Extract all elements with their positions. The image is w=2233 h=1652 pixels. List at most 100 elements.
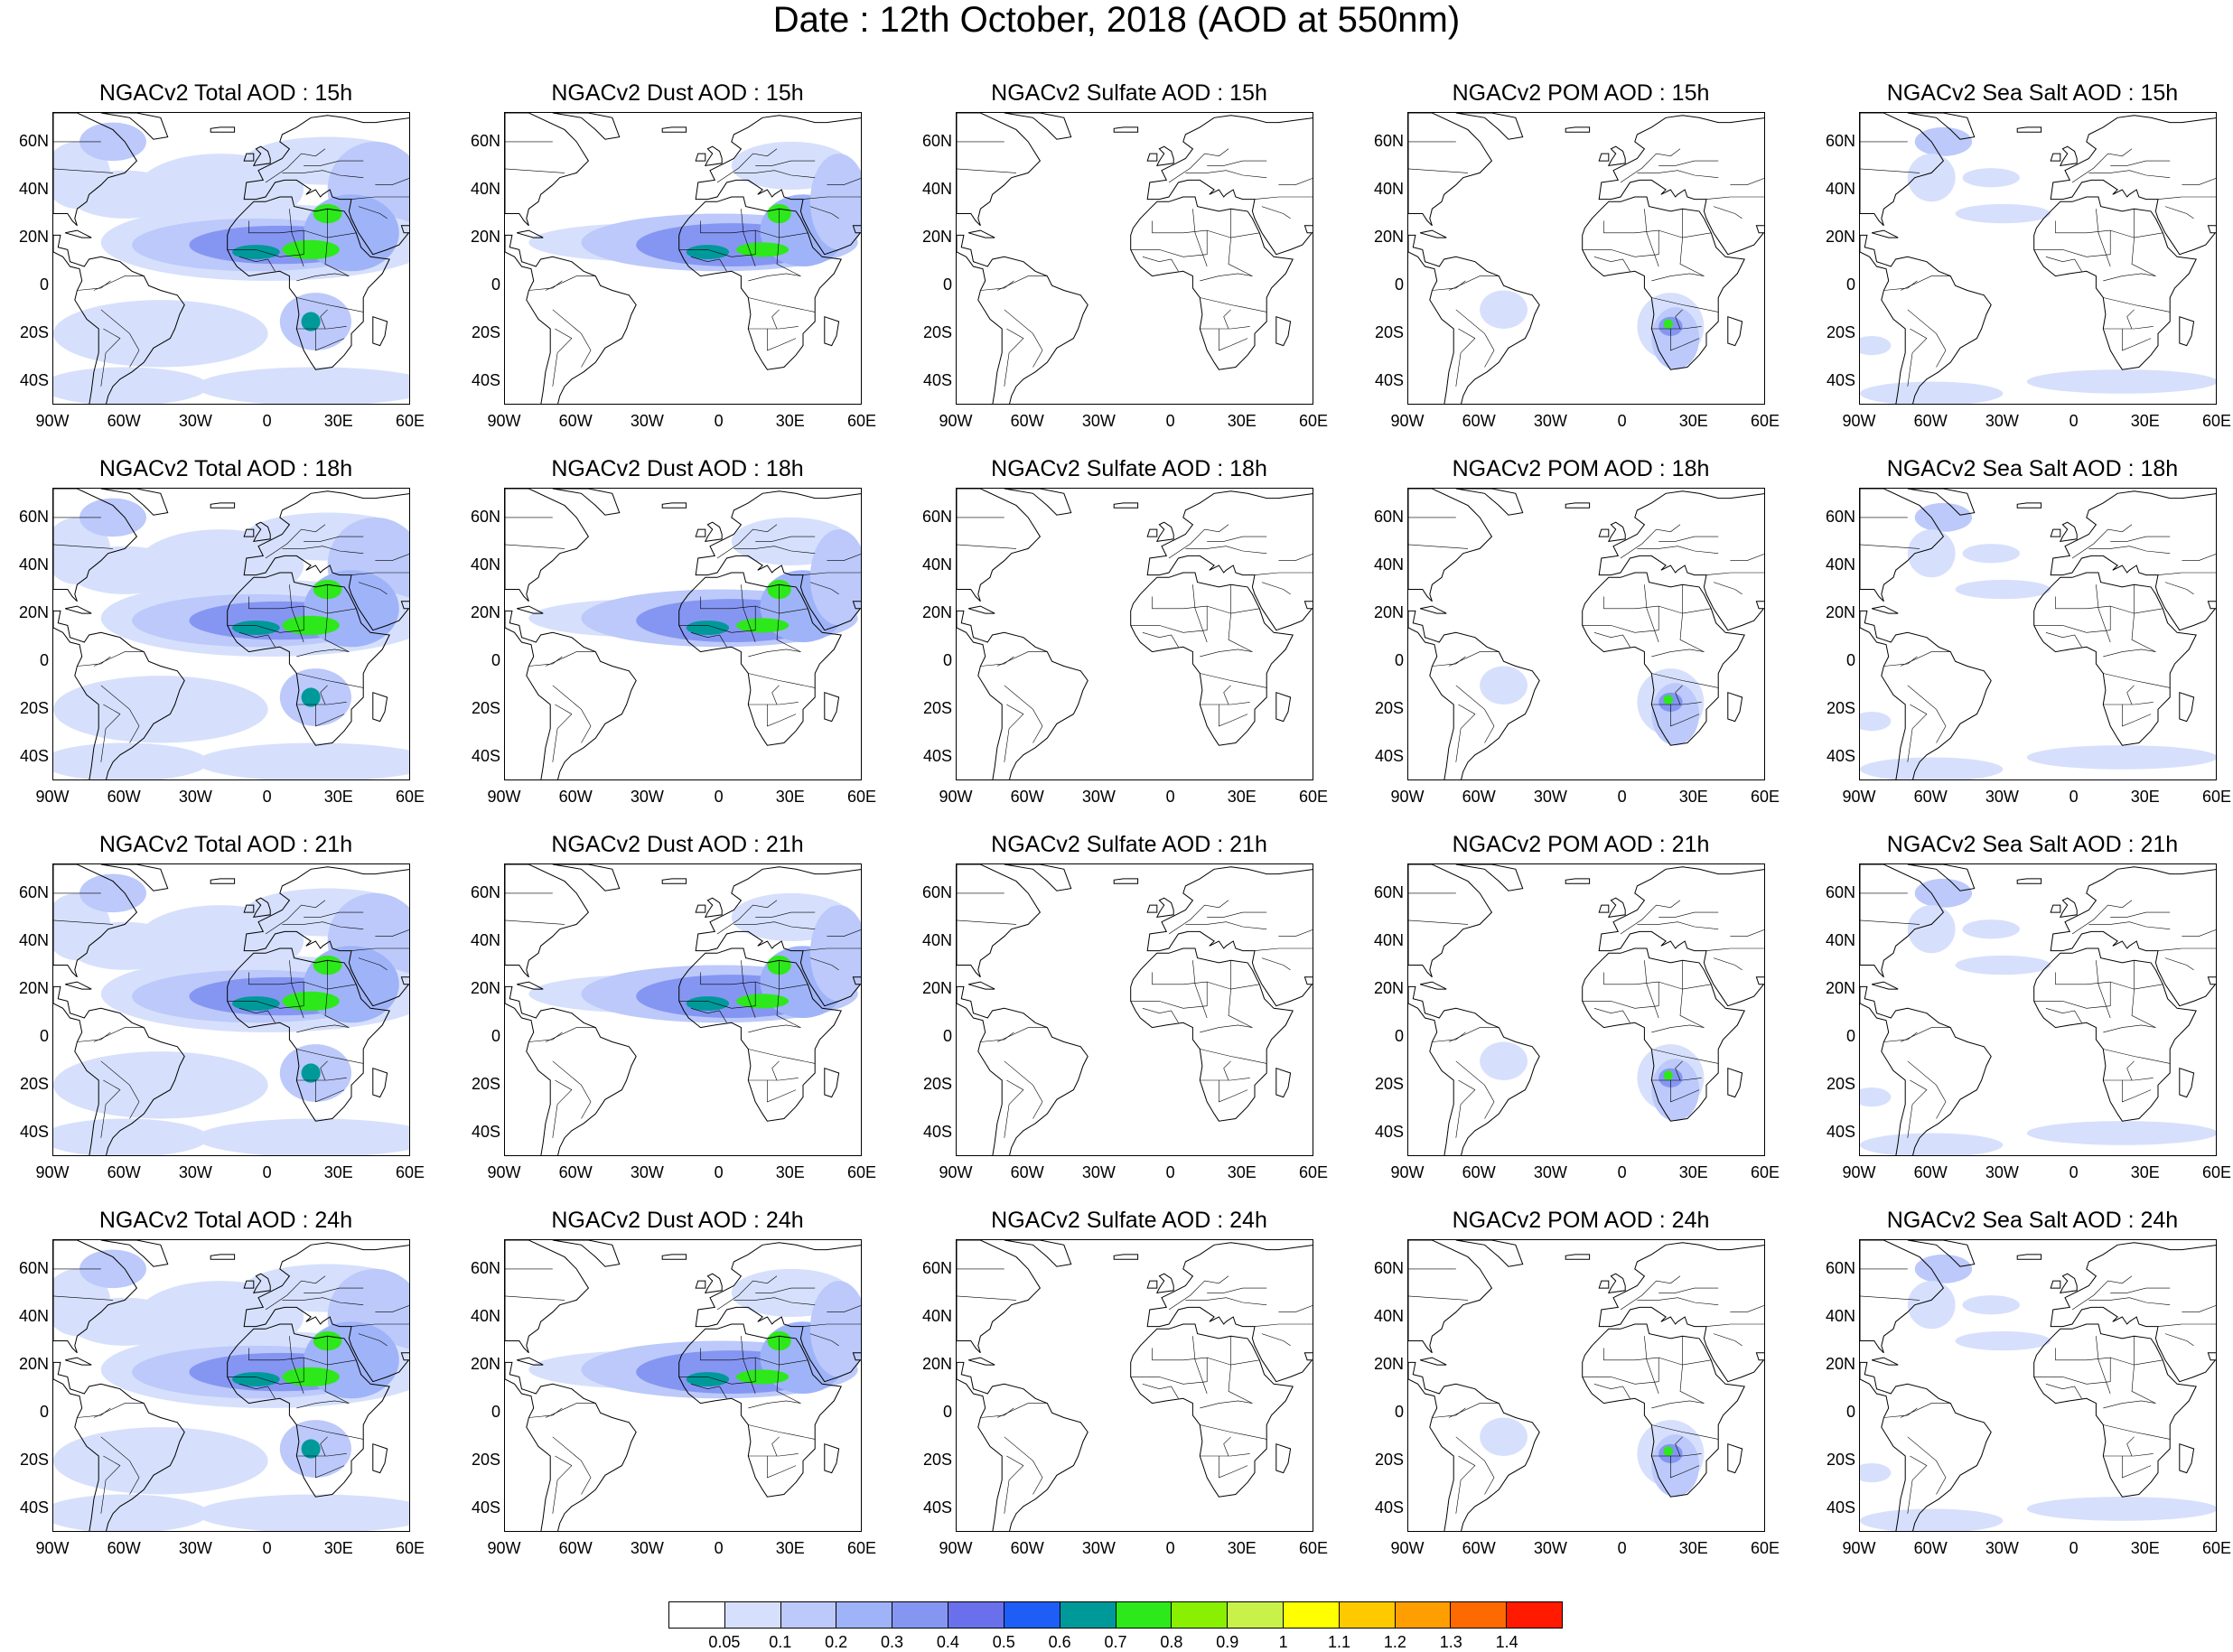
- coastline: [695, 1242, 861, 1383]
- country-border: [1670, 1456, 1700, 1479]
- country-border: [809, 582, 839, 595]
- country-border: [552, 328, 573, 387]
- aerosol-field: [1914, 126, 1973, 156]
- panel-title: NGACv2 Sulfate AOD : 18h: [991, 456, 1267, 481]
- coastline: [661, 1254, 687, 1260]
- lat-tick-label: 20S: [19, 323, 49, 342]
- country-border: [304, 536, 364, 542]
- country-border: [1408, 544, 1469, 549]
- lat-tick-label: 20N: [470, 603, 500, 622]
- country-border: [1152, 596, 1208, 610]
- country-border: [1658, 160, 1719, 166]
- aerosol-field: [686, 996, 730, 1011]
- lon-tick-label: 90W: [1390, 1163, 1425, 1181]
- lat-tick-label: 40S: [471, 1123, 500, 1142]
- lat-tick-label: 60N: [1825, 131, 1855, 150]
- country-border: [957, 919, 1017, 925]
- country-border: [289, 584, 304, 643]
- coastline: [1146, 115, 1313, 256]
- coastline: [695, 866, 861, 1007]
- country-border: [1261, 206, 1291, 219]
- country-border: [1705, 1323, 1764, 1327]
- colorbar-label: 0.9: [1216, 1633, 1239, 1651]
- lon-tick-label: 60W: [1010, 1539, 1044, 1557]
- coastline: [661, 126, 687, 133]
- country-border: [1582, 1357, 1712, 1385]
- country-border: [1651, 297, 1719, 313]
- country-border: [1679, 209, 1705, 276]
- country-border: [1432, 280, 1466, 291]
- lon-tick-label: 60E: [395, 412, 425, 430]
- country-border: [1455, 309, 1495, 368]
- lat-tick-label: 40N: [1825, 555, 1855, 574]
- lat-tick-label: 60N: [921, 882, 952, 901]
- coastline: [2016, 502, 2042, 509]
- coastline: [1598, 528, 1610, 537]
- map-svg: [505, 113, 861, 404]
- lon-tick-label: 60W: [1010, 412, 1044, 430]
- country-border: [2096, 960, 2111, 1019]
- coastline: [372, 316, 388, 347]
- lat-tick-label: 40N: [1373, 930, 1404, 949]
- country-border: [93, 1027, 145, 1042]
- country-border: [1883, 656, 1918, 667]
- country-border: [1448, 275, 1500, 291]
- lon-tick-label: 30W: [1081, 412, 1116, 430]
- country-border: [1192, 1336, 1208, 1395]
- lon-tick-label: 60W: [1913, 412, 1948, 430]
- colorbar-swatch: [948, 1602, 1004, 1628]
- country-border: [315, 329, 345, 351]
- aerosol-field: [53, 141, 111, 210]
- lat-tick-label: 20N: [1825, 228, 1855, 247]
- aerosol-field: [2026, 369, 2216, 394]
- coastline: [1872, 1357, 1899, 1366]
- country-border: [2182, 178, 2216, 185]
- country-border: [1651, 702, 1702, 705]
- country-border: [1670, 705, 1700, 727]
- country-border: [748, 1453, 799, 1457]
- aerosol-field: [79, 122, 146, 162]
- lon-tick-label: 30E: [1227, 1539, 1257, 1557]
- map-svg: [505, 1240, 861, 1531]
- country-border: [1603, 220, 1659, 234]
- colorbar-swatch: [1451, 1602, 1508, 1628]
- lat-tick-label: 0: [491, 275, 500, 294]
- lat-tick-label: 40S: [1826, 1498, 1855, 1517]
- country-border: [2045, 632, 2082, 648]
- country-border: [1705, 947, 1764, 951]
- country-border: [2033, 229, 2163, 257]
- aerosol-field: [809, 1281, 861, 1377]
- country-border: [2103, 1453, 2154, 1457]
- country-border: [2164, 957, 2194, 971]
- aerosol-field: [1480, 290, 1528, 330]
- colorbar-swatch: [724, 1602, 781, 1628]
- lon-tick-label: 60E: [1750, 788, 1780, 806]
- map-panel-dust-15h: NGACv2 Dust AOD : 15h 60N 40N 20N 0 20S 40S 90W…: [452, 79, 903, 441]
- coastline: [2033, 1323, 2197, 1498]
- coastline: [227, 947, 390, 1122]
- coastline: [1113, 126, 1139, 133]
- coastline: [1860, 610, 1992, 779]
- country-border: [100, 1060, 140, 1119]
- coastline: [1872, 229, 1899, 238]
- country-border: [748, 1424, 816, 1440]
- lon-tick-label: 60W: [107, 1163, 141, 1181]
- aerosol-field: [196, 742, 409, 779]
- panel-title: NGACv2 Sea Salt AOD : 18h: [1886, 456, 2179, 481]
- country-border: [265, 148, 326, 183]
- lat-tick-label: 40S: [922, 1123, 952, 1142]
- lon-tick-label: 30W: [1081, 1539, 1116, 1557]
- lon-tick-label: 0: [714, 1539, 724, 1557]
- country-border: [1004, 1079, 1024, 1138]
- country-border: [1730, 178, 1764, 185]
- country-border: [100, 1455, 121, 1514]
- aerosol-field: [736, 1369, 789, 1385]
- country-border: [289, 960, 304, 1019]
- lat-tick-label: 40S: [1374, 1498, 1404, 1517]
- country-border: [2103, 1024, 2156, 1033]
- map-svg: [1860, 1240, 2216, 1531]
- country-border: [2126, 1436, 2135, 1457]
- country-border: [2157, 947, 2216, 951]
- country-border: [1582, 229, 1712, 257]
- coastline: [1860, 489, 1945, 602]
